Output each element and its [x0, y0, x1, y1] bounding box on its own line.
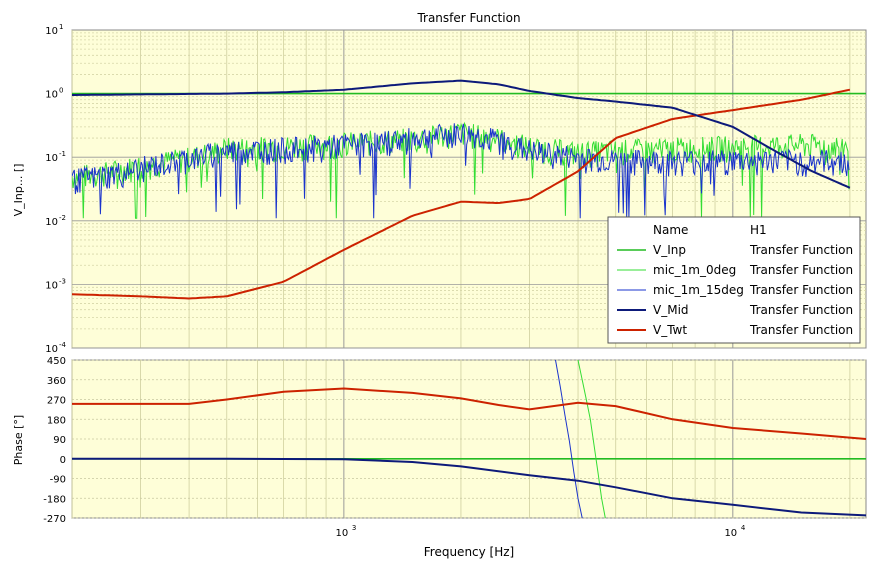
legend-label-V_Inp: V_Inp [653, 243, 686, 257]
magnitude-series-V_Twt [72, 88, 851, 300]
magnitude-y-axis-label: V_Inp... [] [12, 164, 25, 217]
legend-box [607, 216, 861, 344]
legend-label-V_Mid: V_Mid [653, 303, 689, 317]
phase-tick-label: -270 [43, 514, 66, 525]
magnitude-series-mic_1m_15deg [72, 123, 850, 219]
legend-type-mic_1m_0deg: Transfer Function [749, 263, 853, 277]
phase-tick-label: 270 [47, 396, 66, 407]
x-axis-label: Frequency [Hz] [424, 545, 515, 559]
phase-tick-label: -180 [43, 494, 66, 505]
y-tick-exponent: -3 [59, 277, 66, 285]
legend-type-V_Inp: Transfer Function [749, 243, 853, 257]
phase-tick-label: 360 [47, 376, 66, 387]
legend: Name H1 V_Inp Transfer Function mic_1m_0de… [607, 216, 861, 344]
x-tick-exponent: 3 [352, 524, 356, 532]
y-tick-exponent: -4 [59, 341, 67, 349]
legend-header-h1: H1 [750, 223, 767, 237]
y-tick-label: 10 [45, 280, 58, 291]
phase-tick-label: -90 [50, 475, 66, 486]
legend-label-mic_1m_15deg: mic_1m_15deg [653, 283, 744, 297]
legend-label-mic_1m_0deg: mic_1m_0deg [653, 263, 736, 277]
y-tick-label: 10 [45, 90, 58, 101]
legend-label-V_Twt: V_Twt [653, 323, 687, 337]
x-tick-label: 10 [724, 528, 737, 539]
legend-entries: V_Inp Transfer Function mic_1m_0deg Transfe… [617, 243, 853, 337]
x-tick-label: 10 [335, 528, 348, 539]
y-tick-exponent: 0 [59, 87, 63, 95]
chart-title: Transfer Function [416, 11, 520, 25]
legend-type-mic_1m_15deg: Transfer Function [749, 283, 853, 297]
y-tick-label: 10 [45, 217, 58, 228]
y-tick-exponent: -2 [59, 214, 66, 222]
phase-tick-label: 90 [53, 435, 66, 446]
phase-series-V_Twt [72, 387, 866, 440]
phase-series-mic_1m_15deg [555, 360, 583, 518]
phase-tick-label: 0 [60, 455, 66, 466]
series-layer [72, 79, 866, 518]
phase-series-V_Mid [72, 457, 866, 517]
y-tick-label: 10 [45, 153, 58, 164]
y-tick-label: 10 [45, 344, 58, 355]
y-tick-label: 10 [45, 26, 58, 37]
magnitude-series-V_Mid [72, 79, 851, 189]
phase-tick-label: 180 [47, 415, 66, 426]
phase-series-mic_1m_0deg [577, 360, 606, 518]
x-tick-exponent: 4 [741, 524, 746, 532]
legend-header-name: Name [653, 223, 688, 237]
y-tick-exponent: 1 [59, 23, 63, 31]
legend-type-V_Mid: Transfer Function [749, 303, 853, 317]
phase-tick-label: 450 [47, 356, 66, 367]
phase-y-axis-label: Phase [°] [12, 415, 25, 465]
magnitude-series-mic_1m_0deg [72, 121, 850, 219]
legend-type-V_Twt: Transfer Function [749, 323, 853, 337]
y-tick-exponent: -1 [59, 150, 66, 158]
